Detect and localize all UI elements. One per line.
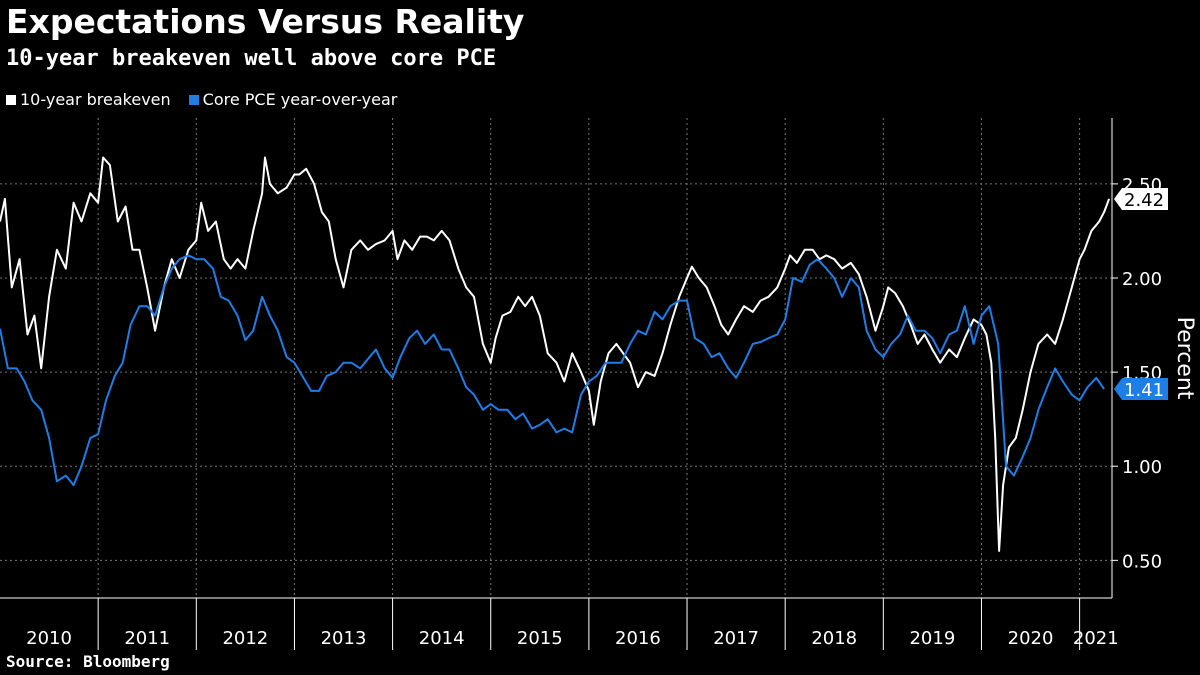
x-tick-label: 2014 xyxy=(419,628,465,649)
chart-subtitle: 10-year breakeven well above core PCE xyxy=(6,46,497,71)
legend-item-breakeven: 10-year breakeven xyxy=(6,90,171,109)
y-axis-label: Percent xyxy=(1172,317,1197,400)
x-tick-label: 2017 xyxy=(713,628,759,649)
last-value-badge-breakeven xyxy=(1114,187,1168,210)
x-tick-label: 2010 xyxy=(26,628,72,649)
x-tick-label: 2015 xyxy=(517,628,563,649)
last-value-badge-pce xyxy=(1114,378,1168,401)
legend-swatch-breakeven xyxy=(6,94,16,105)
y-tick-label: 1.00 xyxy=(1122,457,1162,478)
source-note: Source: Bloomberg xyxy=(6,652,170,671)
y-tick-label: 0.50 xyxy=(1122,551,1162,572)
x-tick-label: 2011 xyxy=(124,628,170,649)
legend-swatch-pce xyxy=(188,94,199,105)
x-tick-label: 2016 xyxy=(615,628,661,649)
series-line-pce xyxy=(0,254,1105,487)
x-tick-label: 2019 xyxy=(909,628,955,649)
series-line-breakeven xyxy=(0,156,1111,552)
legend-label-breakeven: 10-year breakeven xyxy=(20,90,171,109)
x-tick-label: 2013 xyxy=(321,628,367,649)
legend-label-pce: Core PCE year-over-year xyxy=(202,90,398,109)
x-tick-label: 2018 xyxy=(811,628,857,649)
y-tick-label: 2.00 xyxy=(1122,269,1162,290)
last-value-label-breakeven: 2.42 xyxy=(1124,190,1164,211)
legend-item-pce: Core PCE year-over-year xyxy=(188,90,398,109)
legend: 10-year breakeven Core PCE year-over-yea… xyxy=(6,90,397,109)
x-tick-label: 2021 xyxy=(1073,628,1119,649)
chart-title: Expectations Versus Reality xyxy=(6,2,525,41)
last-value-label-pce: 1.41 xyxy=(1124,380,1164,401)
x-tick-label: 2012 xyxy=(222,628,268,649)
x-tick-label: 2020 xyxy=(1008,628,1054,649)
